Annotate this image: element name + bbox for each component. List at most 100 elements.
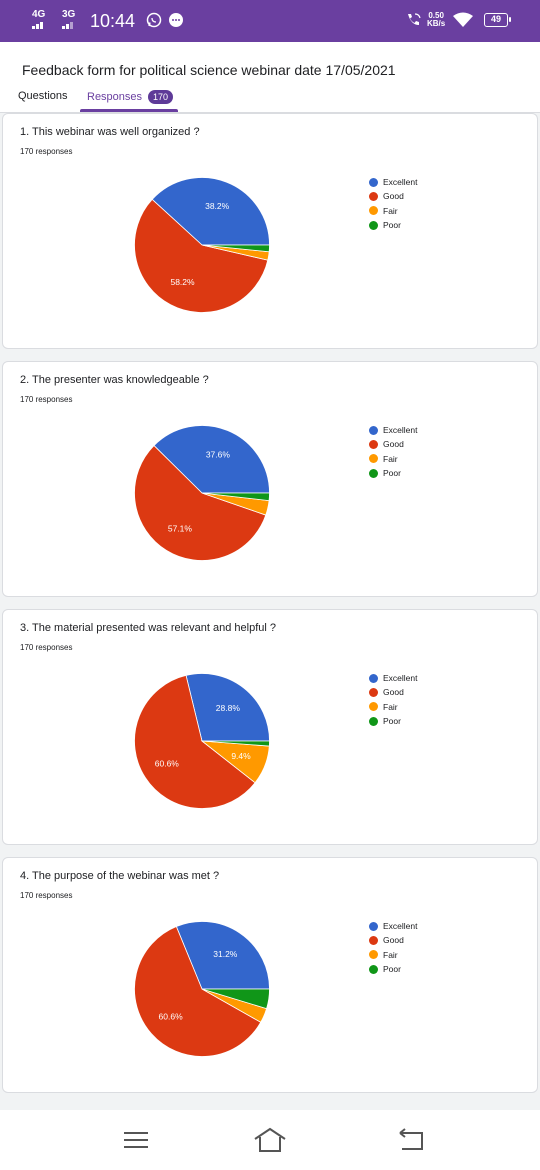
question-card: 1. This webinar was well organized ? 170…: [2, 113, 538, 349]
whatsapp-icon: [146, 12, 162, 28]
responses-count-badge: 170: [148, 90, 174, 104]
pie-chart[interactable]: 28.8% 60.6% 9.4%: [131, 670, 273, 812]
legend-swatch: [369, 439, 378, 449]
legend-item-poor: Poor: [369, 714, 418, 728]
legend-label: Good: [383, 439, 404, 450]
legend-swatch: [369, 935, 378, 945]
legend-label: Poor: [383, 220, 401, 231]
net-speed: 0.50 KB/s: [427, 12, 445, 28]
signal-4g-icon: 4G: [32, 10, 45, 29]
legend-item-excellent: Excellent: [369, 919, 418, 933]
home-icon[interactable]: [252, 1125, 288, 1155]
question-card: 4. The purpose of the webinar was met ? …: [2, 857, 538, 1093]
legend-label: Fair: [383, 453, 398, 464]
tab-questions[interactable]: Questions: [18, 90, 68, 102]
form-title: Feedback form for political science webi…: [22, 62, 396, 78]
legend-item-good: Good: [369, 437, 418, 451]
pie-data-label: 57.1%: [168, 524, 193, 534]
legend-item-fair: Fair: [369, 948, 418, 962]
pie-data-label: 60.6%: [159, 1012, 184, 1022]
legend-label: Excellent: [383, 673, 418, 684]
legend-swatch: [369, 191, 378, 201]
net-speed-unit: KB/s: [427, 19, 446, 28]
legend-label: Excellent: [383, 921, 418, 932]
pie-slice-good[interactable]: [134, 674, 256, 809]
pie-slice-excellent[interactable]: [151, 177, 270, 246]
pie-slice-poor[interactable]: [201, 492, 270, 502]
legend-item-excellent: Excellent: [369, 175, 418, 189]
pie-data-label: 31.2%: [213, 949, 238, 959]
legend-item-fair: Fair: [369, 204, 418, 218]
chart-legend: Excellent Good Fair Poor: [369, 423, 418, 480]
legend-label: Poor: [383, 964, 401, 975]
pie-slice-excellent[interactable]: [153, 425, 270, 494]
legend-swatch: [369, 716, 378, 726]
pie-slice-good[interactable]: [134, 198, 269, 313]
system-nav-bar: [0, 1110, 540, 1170]
pie-slice-poor[interactable]: [201, 244, 270, 253]
net-speed-value: 0.50: [428, 11, 444, 20]
pie-slice-poor[interactable]: [201, 988, 270, 1010]
response-count: 170 responses: [20, 395, 73, 404]
battery-icon: 49: [484, 13, 511, 27]
pie-chart[interactable]: 31.2% 60.6%: [131, 918, 273, 1060]
pie-slice-good[interactable]: [134, 445, 267, 561]
active-tab-indicator: [80, 109, 178, 112]
pie-chart[interactable]: 38.2% 58.2%: [131, 174, 273, 316]
legend-swatch: [369, 220, 378, 230]
chat-bubble-icon: [169, 13, 183, 27]
response-count: 170 responses: [20, 643, 73, 652]
signal-4g-label: 4G: [32, 9, 46, 20]
chart-legend: Excellent Good Fair Poor: [369, 919, 418, 976]
chart-legend: Excellent Good Fair Poor: [369, 175, 418, 232]
back-icon[interactable]: [396, 1125, 426, 1155]
legend-label: Excellent: [383, 177, 418, 188]
tab-responses[interactable]: Responses 170: [87, 90, 174, 104]
legend-swatch: [369, 673, 378, 683]
pie-slice-poor[interactable]: [201, 740, 270, 747]
legend-item-poor: Poor: [369, 962, 418, 976]
pie-chart[interactable]: 37.6% 57.1%: [131, 422, 273, 564]
legend-item-excellent: Excellent: [369, 423, 418, 437]
legend-item-poor: Poor: [369, 218, 418, 232]
legend-label: Fair: [383, 205, 398, 216]
legend-swatch: [369, 950, 378, 960]
question-title: 1. This webinar was well organized ?: [20, 126, 200, 138]
pie-data-label: 58.2%: [170, 277, 195, 287]
menu-icon[interactable]: [121, 1125, 151, 1155]
legend-item-fair: Fair: [369, 700, 418, 714]
pie-slice-good[interactable]: [134, 926, 262, 1057]
question-title: 2. The presenter was knowledgeable ?: [20, 374, 209, 386]
question-card: 2. The presenter was knowledgeable ? 170…: [2, 361, 538, 597]
legend-label: Poor: [383, 716, 401, 727]
question-title: 4. The purpose of the webinar was met ?: [20, 870, 220, 882]
wifi-icon: [453, 12, 473, 27]
pie-slice-excellent[interactable]: [175, 921, 270, 990]
legend-item-poor: Poor: [369, 466, 418, 480]
pie-data-label: 9.4%: [231, 751, 251, 761]
legend-label: Good: [383, 687, 404, 698]
legend-swatch: [369, 702, 378, 712]
legend-swatch: [369, 454, 378, 464]
legend-swatch: [369, 964, 378, 974]
response-count: 170 responses: [20, 891, 73, 900]
legend-swatch: [369, 687, 378, 697]
legend-item-good: Good: [369, 933, 418, 947]
signal-3g-icon: 3G: [62, 10, 75, 29]
pie-data-label: 37.6%: [206, 449, 231, 459]
signal-3g-label: 3G: [62, 9, 76, 20]
question-card: 3. The material presented was relevant a…: [2, 609, 538, 845]
status-time: 10:44: [90, 11, 136, 31]
legend-swatch: [369, 425, 378, 435]
app-header: Feedback form for political science webi…: [0, 42, 540, 113]
legend-item-fair: Fair: [369, 452, 418, 466]
tab-responses-label: Responses: [87, 91, 143, 103]
pie-data-label: 38.2%: [205, 201, 230, 211]
legend-item-excellent: Excellent: [369, 671, 418, 685]
legend-label: Fair: [383, 701, 398, 712]
pie-slice-excellent[interactable]: [185, 673, 270, 742]
wifi-calling-icon: [408, 13, 421, 25]
legend-item-good: Good: [369, 189, 418, 203]
legend-item-good: Good: [369, 685, 418, 699]
pie-data-label: 28.8%: [216, 703, 241, 713]
